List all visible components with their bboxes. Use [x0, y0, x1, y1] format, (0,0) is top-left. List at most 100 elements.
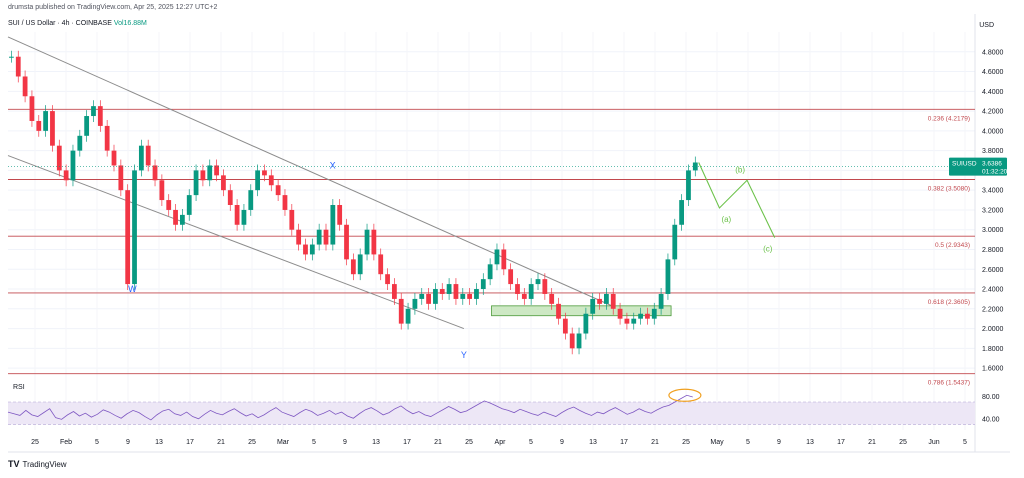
- candle-body: [248, 190, 254, 210]
- x-tick-label: 13: [372, 439, 380, 446]
- symbol-name: SUI / US Dollar · 4h · COINBASE: [8, 20, 112, 27]
- candle-body: [556, 303, 561, 319]
- tradingview-icon: TV: [8, 459, 20, 469]
- candle-body: [350, 259, 356, 275]
- y-tick-label: 1.8000: [982, 346, 1004, 353]
- x-tick-label: May: [710, 439, 724, 446]
- candle-body: [378, 254, 384, 275]
- candle-body: [344, 224, 349, 260]
- candle-body: [56, 145, 62, 171]
- x-tick-label: 9: [126, 439, 130, 446]
- candle-body: [439, 289, 445, 294]
- candle-body: [91, 106, 96, 117]
- candle-body: [22, 76, 28, 97]
- y-tick-label: 4.0000: [982, 128, 1004, 135]
- x-tick-label: Jun: [928, 439, 939, 446]
- candle-body: [398, 298, 404, 324]
- candle-body: [665, 259, 671, 294]
- x-tick-label: 5: [963, 439, 967, 446]
- rsi-line: [7, 394, 693, 421]
- candle-body: [337, 205, 343, 225]
- rsi-band: [8, 402, 975, 425]
- tradingview-brand: TradingView: [22, 459, 67, 469]
- candle-body: [419, 293, 425, 299]
- candle-body: [152, 165, 158, 181]
- wave-label: Y: [461, 350, 467, 360]
- x-tick-label: Apr: [495, 439, 507, 446]
- candle-body: [227, 190, 233, 205]
- rsi-tick-label: 80.00: [982, 394, 1000, 401]
- x-tick-label: 21: [651, 439, 659, 446]
- wave-label: (b): [735, 165, 745, 174]
- x-tick-label: Mar: [277, 439, 290, 446]
- candle-body: [330, 205, 336, 245]
- candle-body: [70, 150, 76, 181]
- candle-body: [405, 308, 411, 324]
- candle-body: [9, 56, 14, 58]
- publisher-line: drumsta published on TradingView.com, Ap…: [8, 4, 218, 11]
- candle-body: [631, 318, 637, 324]
- candle-body: [617, 308, 623, 319]
- candle-body: [118, 165, 124, 191]
- channel-upper-line: [7, 36, 630, 315]
- candle-body: [487, 264, 493, 280]
- y-tick-label: 3.2000: [982, 207, 1004, 214]
- candle-body: [433, 289, 438, 304]
- candle-body: [535, 279, 541, 285]
- wave-label: (a): [721, 215, 731, 224]
- wave-label: (c): [763, 244, 773, 253]
- candle-body: [385, 274, 390, 285]
- candle-body: [412, 298, 418, 309]
- x-tick-label: 17: [186, 439, 194, 446]
- wave-projection-path: [698, 162, 776, 238]
- candle-body: [63, 170, 69, 181]
- tradingview-logo[interactable]: TV TradingView: [8, 459, 67, 469]
- candle-body: [426, 293, 431, 304]
- candle-body: [446, 284, 452, 294]
- candle-body: [268, 175, 274, 186]
- candle-body: [658, 293, 664, 309]
- candle-body: [166, 200, 172, 210]
- candle-body: [391, 284, 397, 299]
- candle-body: [357, 254, 363, 275]
- candle-body: [597, 298, 602, 304]
- candle-body: [590, 298, 596, 314]
- candle-body: [364, 229, 370, 255]
- y-tick-label: 2.8000: [982, 247, 1004, 254]
- candle-body: [77, 135, 83, 151]
- y-tick-label: 2.2000: [982, 306, 1004, 313]
- fib-level-label: 0.5 (2.9343): [935, 242, 970, 249]
- x-tick-label: 21: [434, 439, 442, 446]
- candle-body: [186, 195, 192, 215]
- candle-body: [679, 200, 685, 225]
- x-tick-label: 13: [806, 439, 814, 446]
- currency-label[interactable]: USD: [979, 22, 994, 29]
- x-tick-label: 17: [837, 439, 845, 446]
- candle-body: [508, 269, 514, 285]
- x-tick-label: 5: [312, 439, 316, 446]
- x-tick-label: 25: [682, 439, 690, 446]
- y-tick-label: 3.0000: [982, 227, 1004, 234]
- candle-body: [323, 229, 329, 245]
- candle-body: [494, 249, 500, 265]
- candle-body: [84, 116, 90, 136]
- candle-body: [474, 289, 479, 299]
- candle-body: [467, 293, 473, 299]
- x-tick-label: 17: [620, 439, 628, 446]
- candle-body: [173, 209, 178, 225]
- y-tick-label: 2.0000: [982, 326, 1004, 333]
- candle-body: [193, 170, 199, 196]
- x-tick-label: 25: [31, 439, 39, 446]
- candle-body: [686, 170, 691, 201]
- candle-body: [542, 279, 548, 294]
- x-tick-label: 5: [746, 439, 750, 446]
- x-tick-label: 17: [403, 439, 411, 446]
- x-tick-label: 25: [248, 439, 256, 446]
- candle-body: [111, 150, 117, 166]
- x-tick-label: 9: [777, 439, 781, 446]
- candle-body: [453, 284, 459, 299]
- candle-body: [576, 333, 582, 349]
- rsi-title: RSI: [13, 384, 25, 391]
- last-price-badge: [949, 157, 1007, 176]
